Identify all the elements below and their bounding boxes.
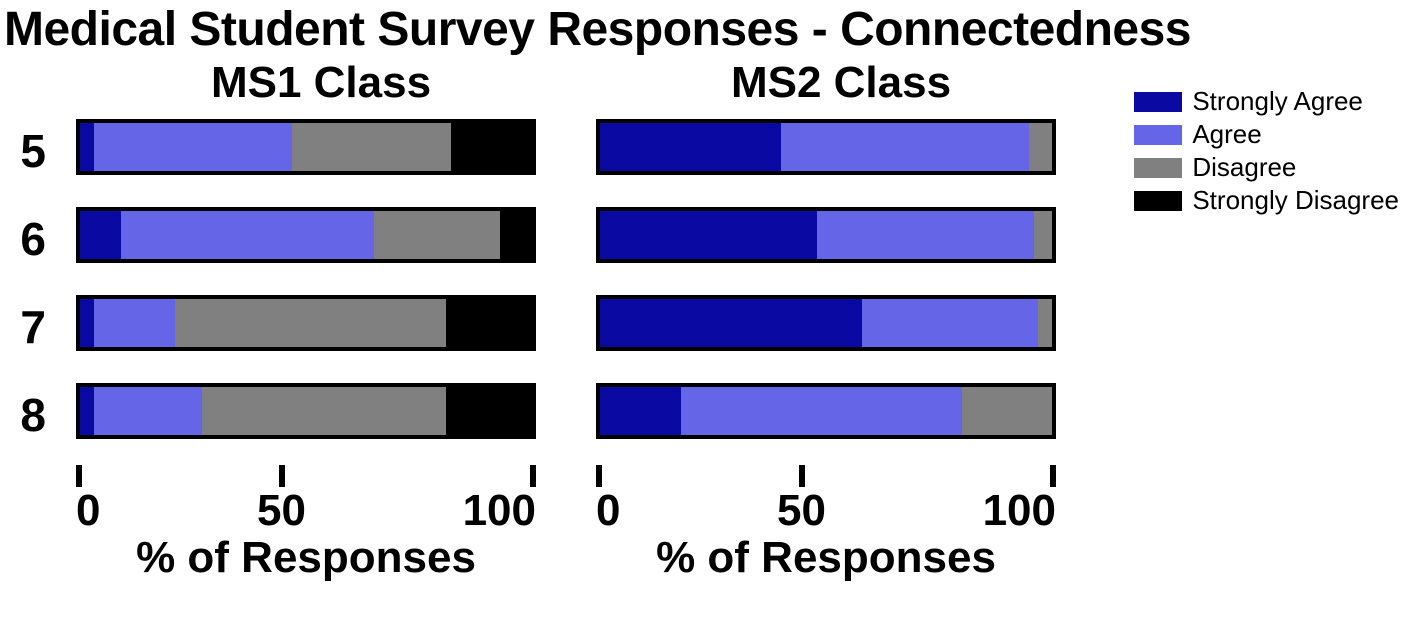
bar-row (596, 113, 1086, 201)
bar-row (596, 201, 1086, 289)
seg-disagree (1034, 211, 1052, 259)
stacked-bar (596, 119, 1056, 175)
legend: Strongly Agree Agree Disagree Strongly D… (1134, 86, 1399, 216)
seg-agree (781, 123, 1030, 171)
legend-item: Disagree (1134, 152, 1399, 183)
stacked-bar (76, 119, 536, 175)
legend-item: Strongly Disagree (1134, 185, 1399, 216)
tick-mark (1050, 465, 1056, 487)
axis-label: % of Responses (76, 533, 536, 583)
seg-disagree (202, 387, 446, 435)
legend-item: Strongly Agree (1134, 86, 1399, 117)
tick-label: 100 (463, 487, 536, 535)
seg-agree (94, 387, 202, 435)
seg-strongly-agree (600, 123, 781, 171)
panel-ms2: MS2 Class (596, 57, 1086, 585)
tick: 50 (777, 465, 826, 535)
bars (596, 113, 1086, 465)
seg-agree (94, 123, 293, 171)
tick: 0 (596, 465, 620, 535)
seg-disagree (374, 211, 501, 259)
bar-row (596, 289, 1086, 377)
stacked-bar (76, 295, 536, 351)
ticks: 0 50 100 (596, 465, 1056, 535)
tick-label: 0 (76, 487, 100, 535)
seg-strongly-agree (600, 299, 862, 347)
tick-mark (76, 465, 82, 487)
panel-title: MS2 Class (596, 57, 1086, 113)
row-label: 5 (20, 117, 46, 205)
seg-disagree (962, 387, 1052, 435)
bar-row (76, 201, 566, 289)
row-label: 7 (20, 293, 46, 381)
tick-mark (596, 465, 602, 487)
tick-mark (279, 465, 285, 487)
axis-label: % of Responses (596, 533, 1056, 583)
stacked-bar (596, 207, 1056, 263)
chart-title: Medical Student Survey Responses - Conne… (0, 0, 1417, 57)
legend-label: Strongly Agree (1192, 86, 1363, 117)
bars (76, 113, 566, 465)
swatch-strongly-disagree (1134, 191, 1182, 211)
tick: 50 (257, 465, 306, 535)
seg-strongly-agree (80, 211, 121, 259)
bar-row (76, 289, 566, 377)
seg-disagree (1038, 299, 1052, 347)
seg-disagree (175, 299, 446, 347)
tick: 0 (76, 465, 100, 535)
seg-strongly-disagree (446, 387, 532, 435)
seg-strongly-agree (600, 211, 817, 259)
tick: 100 (983, 465, 1056, 535)
seg-strongly-agree (600, 387, 681, 435)
seg-strongly-agree (80, 387, 94, 435)
swatch-strongly-agree (1134, 92, 1182, 112)
stacked-bar (76, 383, 536, 439)
chart-root: Medical Student Survey Responses - Conne… (0, 0, 1417, 631)
seg-strongly-agree (80, 123, 94, 171)
ticks: 0 50 100 (76, 465, 536, 535)
row-label: 6 (20, 205, 46, 293)
swatch-agree (1134, 125, 1182, 145)
legend-label: Disagree (1192, 152, 1296, 183)
tick-label: 50 (777, 487, 826, 535)
bar-row (596, 377, 1086, 465)
tick-label: 100 (983, 487, 1056, 535)
seg-disagree (1029, 123, 1052, 171)
legend-label: Strongly Disagree (1192, 185, 1399, 216)
tick-label: 0 (596, 487, 620, 535)
seg-strongly-disagree (446, 299, 532, 347)
legend-label: Agree (1192, 119, 1261, 150)
seg-agree (862, 299, 1038, 347)
panel-title: MS1 Class (76, 57, 566, 113)
row-label: 8 (20, 381, 46, 469)
x-axis: 0 50 100 % of Responses (596, 465, 1086, 585)
seg-strongly-disagree (451, 123, 532, 171)
swatch-disagree (1134, 158, 1182, 178)
tick-mark (530, 465, 536, 487)
legend-item: Agree (1134, 119, 1399, 150)
seg-agree (121, 211, 374, 259)
tick: 100 (463, 465, 536, 535)
x-axis: 0 50 100 % of Responses (76, 465, 566, 585)
seg-agree (681, 387, 961, 435)
tick-label: 50 (257, 487, 306, 535)
panel-ms1: MS1 Class (76, 57, 566, 585)
seg-disagree (292, 123, 450, 171)
seg-strongly-agree (80, 299, 94, 347)
stacked-bar (596, 295, 1056, 351)
row-labels: 5 6 7 8 (6, 57, 46, 585)
stacked-bar (596, 383, 1056, 439)
bar-row (76, 113, 566, 201)
stacked-bar (76, 207, 536, 263)
seg-strongly-disagree (500, 211, 532, 259)
seg-agree (817, 211, 1034, 259)
seg-agree (94, 299, 175, 347)
panels: MS1 Class (46, 57, 1086, 585)
bar-row (76, 377, 566, 465)
tick-mark (799, 465, 805, 487)
